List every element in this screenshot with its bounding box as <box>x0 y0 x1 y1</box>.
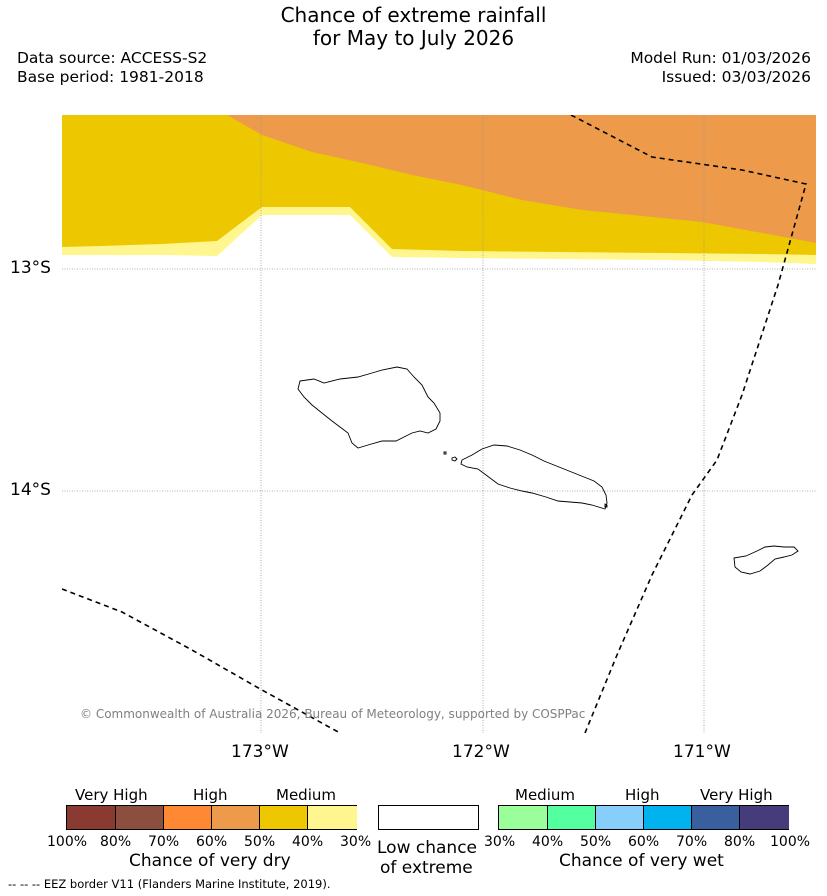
upolu-island <box>460 444 608 510</box>
dry-tick-30: 30% <box>340 834 372 850</box>
wet-tick-60: 60% <box>628 834 660 850</box>
map-title: Chance of extreme rainfall for May to Ju… <box>0 4 827 50</box>
wet-tick-40: 40% <box>532 834 564 850</box>
lon-label-171w: 171°W <box>673 742 731 762</box>
lat-label-14s: 14°S <box>10 480 51 500</box>
title-line-2: for May to July 2026 <box>312 26 515 50</box>
copyright-credit: © Commonwealth of Australia 2026, Bureau… <box>80 707 586 721</box>
tutuila-island <box>733 545 799 575</box>
low-chance-swatch <box>378 805 479 830</box>
dry-cat-medium: Medium <box>276 786 336 804</box>
dry-swatch-100-80 <box>67 806 115 829</box>
lon-label-173w: 173°W <box>231 742 289 762</box>
dry-caption: Chance of very dry <box>129 851 291 871</box>
wet-swatch-60-70 <box>643 806 692 829</box>
dry-tick-40: 40% <box>292 834 324 850</box>
dry-colorbar <box>66 805 357 830</box>
dry-swatch-60-50 <box>211 806 260 829</box>
wet-swatch-30-40 <box>499 806 547 829</box>
graticule <box>62 115 816 733</box>
data-source: Data source: ACCESS-S2 <box>17 49 208 67</box>
wet-swatch-70-80 <box>691 806 740 829</box>
eez-border-north <box>570 115 807 733</box>
wet-tick-30: 30% <box>484 834 516 850</box>
manono-islet <box>451 456 458 462</box>
dry-50-60-zone <box>227 115 816 243</box>
wet-swatch-40-50 <box>547 806 596 829</box>
title-line-1: Chance of extreme rainfall <box>280 3 547 27</box>
meta-left: Data source: ACCESS-S2 Base period: 1981… <box>17 49 207 87</box>
eez-border-southwest <box>62 588 341 733</box>
apolima-islet <box>443 451 447 455</box>
issued-date: Issued: 03/03/2026 <box>661 68 811 86</box>
nuutele-islet <box>604 503 608 508</box>
low-caption-line-1: Low chance <box>377 838 477 858</box>
wet-tick-70: 70% <box>676 834 708 850</box>
wet-cat-medium: Medium <box>515 786 575 804</box>
dry-tick-70: 70% <box>148 834 180 850</box>
base-period: Base period: 1981-2018 <box>17 68 204 86</box>
dry-swatch-50-40 <box>259 806 308 829</box>
meta-right: Model Run: 01/03/2026 Issued: 03/03/2026 <box>630 49 811 87</box>
dry-tick-50: 50% <box>244 834 276 850</box>
dry-cat-high: High <box>193 786 228 804</box>
lon-label-172w: 172°W <box>452 742 510 762</box>
dry-tick-60: 60% <box>196 834 228 850</box>
eez-footnote: -- -- -- EEZ border V11 (Flanders Marine… <box>8 877 331 891</box>
wet-swatch-80-100 <box>739 806 789 829</box>
dry-swatch-80-70 <box>115 806 164 829</box>
dry-swatch-70-60 <box>163 806 212 829</box>
wet-cat-very-high: Very High <box>700 786 773 804</box>
wet-tick-80: 80% <box>724 834 756 850</box>
map-canvas <box>62 115 816 733</box>
wet-tick-100: 100% <box>770 834 811 850</box>
wet-tick-50: 50% <box>580 834 612 850</box>
dry-tick-80: 80% <box>100 834 132 850</box>
low-caption-line-2: of extreme <box>380 858 473 878</box>
wet-cat-high: High <box>625 786 660 804</box>
savaii-island <box>297 366 441 449</box>
wet-caption: Chance of very wet <box>559 851 724 871</box>
wet-swatch-50-60 <box>595 806 644 829</box>
model-run: Model Run: 01/03/2026 <box>630 49 811 67</box>
dry-tick-100: 100% <box>47 834 88 850</box>
lat-label-13s: 13°S <box>10 258 51 278</box>
wet-colorbar <box>498 805 789 830</box>
dry-cat-very-high: Very High <box>75 786 148 804</box>
dry-swatch-40-30 <box>307 806 357 829</box>
